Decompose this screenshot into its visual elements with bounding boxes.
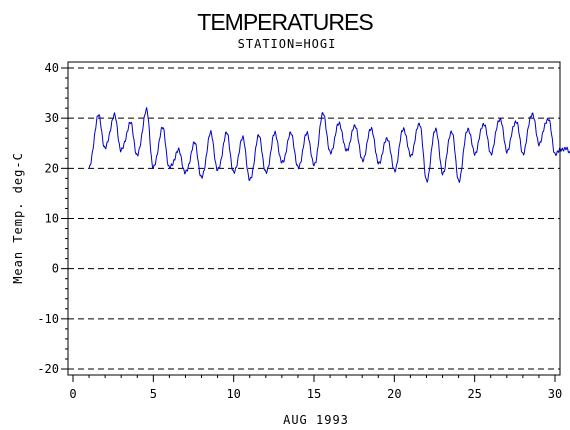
x-tick-label: 25 bbox=[467, 387, 481, 401]
x-tick-label: 10 bbox=[226, 387, 240, 401]
grid-lines bbox=[68, 67, 560, 370]
y-tick-label: 0 bbox=[52, 262, 59, 276]
y-tick-label: 20 bbox=[45, 161, 59, 175]
x-axis-label: AUG 1993 bbox=[283, 413, 349, 427]
y-axis: -20 -10 0 10 20 30 40 bbox=[37, 61, 68, 376]
x-tick-label: 0 bbox=[69, 387, 76, 401]
y-tick-label: 30 bbox=[45, 111, 59, 125]
y-tick-label: -20 bbox=[37, 362, 59, 376]
y-tick-label: -10 bbox=[37, 312, 59, 326]
data-series bbox=[88, 107, 570, 183]
chart-title: TEMPERATURES bbox=[197, 9, 373, 35]
temperature-line bbox=[88, 107, 570, 183]
y-tick-label: 10 bbox=[45, 212, 59, 226]
x-tick-label: 15 bbox=[307, 387, 321, 401]
x-axis: 0 5 10 15 20 25 30 bbox=[69, 375, 562, 401]
x-tick-label: 20 bbox=[387, 387, 401, 401]
x-tick-label: 30 bbox=[548, 387, 562, 401]
y-axis-label: Mean Temp. deg-C bbox=[11, 152, 25, 284]
chart-subtitle: STATION=HOGI bbox=[238, 37, 337, 51]
y-tick-label: 40 bbox=[45, 61, 59, 75]
x-tick-label: 5 bbox=[150, 387, 157, 401]
